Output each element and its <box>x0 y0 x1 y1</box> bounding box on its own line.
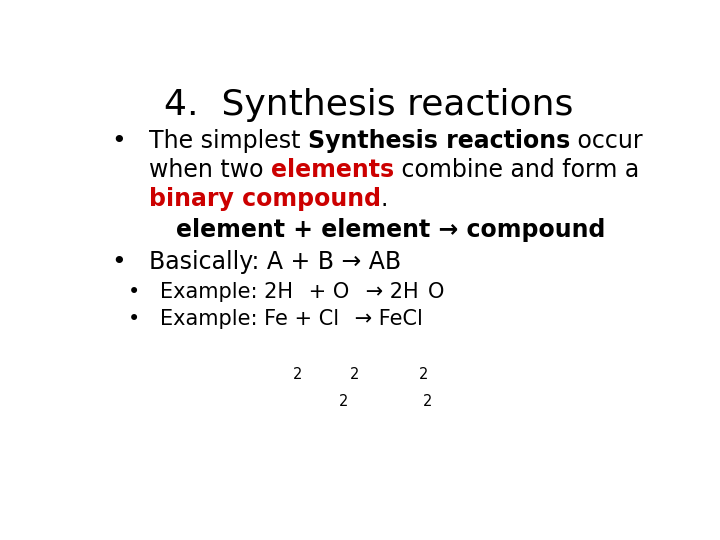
Text: •: • <box>128 282 140 302</box>
Text: The simplest: The simplest <box>148 129 307 153</box>
Text: Example: 2H: Example: 2H <box>160 282 293 302</box>
Text: Example: Fe + Cl: Example: Fe + Cl <box>160 309 339 329</box>
Text: O: O <box>428 282 444 302</box>
Text: occur: occur <box>570 129 642 153</box>
Text: .: . <box>381 187 388 211</box>
Text: + O: + O <box>302 282 349 302</box>
Text: binary compound: binary compound <box>148 187 381 211</box>
Text: Synthesis reactions: Synthesis reactions <box>307 129 570 153</box>
Text: element + element → compound: element + element → compound <box>176 218 606 242</box>
Text: •: • <box>128 309 140 329</box>
Text: elements: elements <box>271 158 394 182</box>
Text: 2: 2 <box>418 367 428 382</box>
Text: → 2H: → 2H <box>359 282 418 302</box>
Text: → FeCl: → FeCl <box>348 309 423 329</box>
Text: 2: 2 <box>339 394 348 409</box>
Text: when two: when two <box>148 158 271 182</box>
Text: •: • <box>111 249 126 274</box>
Text: 2: 2 <box>423 394 433 409</box>
Text: 2: 2 <box>349 367 359 382</box>
Text: Basically: A + B → AB: Basically: A + B → AB <box>148 249 401 274</box>
Text: combine and form a: combine and form a <box>394 158 639 182</box>
Text: 2: 2 <box>293 367 302 382</box>
Text: 4.  Synthesis reactions: 4. Synthesis reactions <box>164 87 574 122</box>
Text: •: • <box>111 129 126 153</box>
